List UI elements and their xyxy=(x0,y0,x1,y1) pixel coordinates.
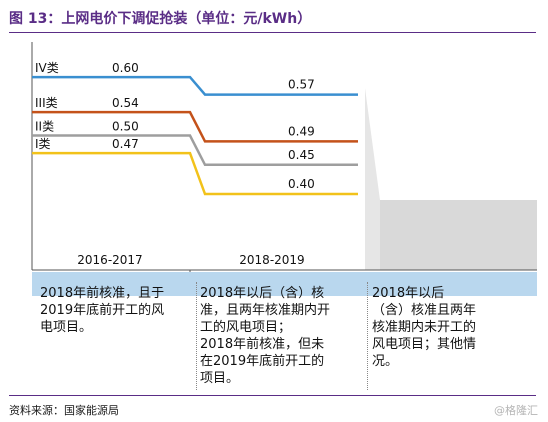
description-separator-2 xyxy=(367,282,368,390)
future-band-fade xyxy=(365,88,380,270)
series-line-ii-class xyxy=(32,134,358,167)
data-label-ii-class-2018-2019: 0.45 xyxy=(288,148,315,162)
series-ii-class: II类 0.50 0.45 xyxy=(32,120,358,167)
series-i-class: I类 0.47 0.40 xyxy=(32,137,358,196)
title-divider xyxy=(9,32,536,33)
data-label-i-class-2018-2019: 0.40 xyxy=(288,177,315,191)
data-label-iv-class-2018-2019: 0.57 xyxy=(288,78,315,92)
series-line-iv-class xyxy=(32,75,358,96)
data-label-iv-class-2016-2017: 0.60 xyxy=(112,61,139,75)
x-tick-2016-2017: 2016-2017 xyxy=(77,253,142,267)
description-header-band xyxy=(32,272,537,296)
future-band-area xyxy=(380,200,537,270)
data-label-iii-class-2018-2019: 0.49 xyxy=(288,124,315,138)
data-label-i-class-2016-2017: 0.47 xyxy=(112,137,139,151)
legend-ii-class: II类 xyxy=(35,120,54,134)
legend-i-class: I类 xyxy=(35,137,51,151)
footer-divider xyxy=(9,395,536,396)
series-iii-class: III类 0.54 0.49 xyxy=(32,96,358,143)
watermark: @格隆汇 xyxy=(494,404,538,417)
description-2018-2019: 2018年以后（含）核 准，且两年核准期内开 工的风电项目； 2018年前核准，… xyxy=(200,286,331,386)
x-tick-2018-2019: 2018-2019 xyxy=(239,253,304,267)
data-label-iii-class-2016-2017: 0.54 xyxy=(112,96,139,110)
series-iv-class: IV类 0.60 0.57 xyxy=(32,61,358,96)
source-note: 资料来源：国家能源局 xyxy=(9,404,119,417)
tariff-chart: IV类 0.60 0.57 III类 0.54 0.49 II类 0.50 0.45 I类 0.47… xyxy=(31,42,537,296)
description-separator-1 xyxy=(196,282,197,390)
series-line-iii-class xyxy=(32,110,358,143)
future-band xyxy=(365,88,537,270)
legend-iv-class: IV类 xyxy=(35,61,59,75)
figure-title: 图 13：上网电价下调促抢装（单位：元/kWh） xyxy=(9,11,312,27)
series-line-i-class xyxy=(32,151,358,196)
legend-iii-class: III类 xyxy=(35,96,58,110)
description-after-2019: 2018年以后 （含）核准且两年 核准期内未开工的 风电项目；其他情 况。 xyxy=(372,286,477,369)
description-2016-2017: 2018年前核准，且于 2019年底前开工的风 电项目。 xyxy=(40,286,165,335)
data-label-ii-class-2016-2017: 0.50 xyxy=(112,120,139,134)
